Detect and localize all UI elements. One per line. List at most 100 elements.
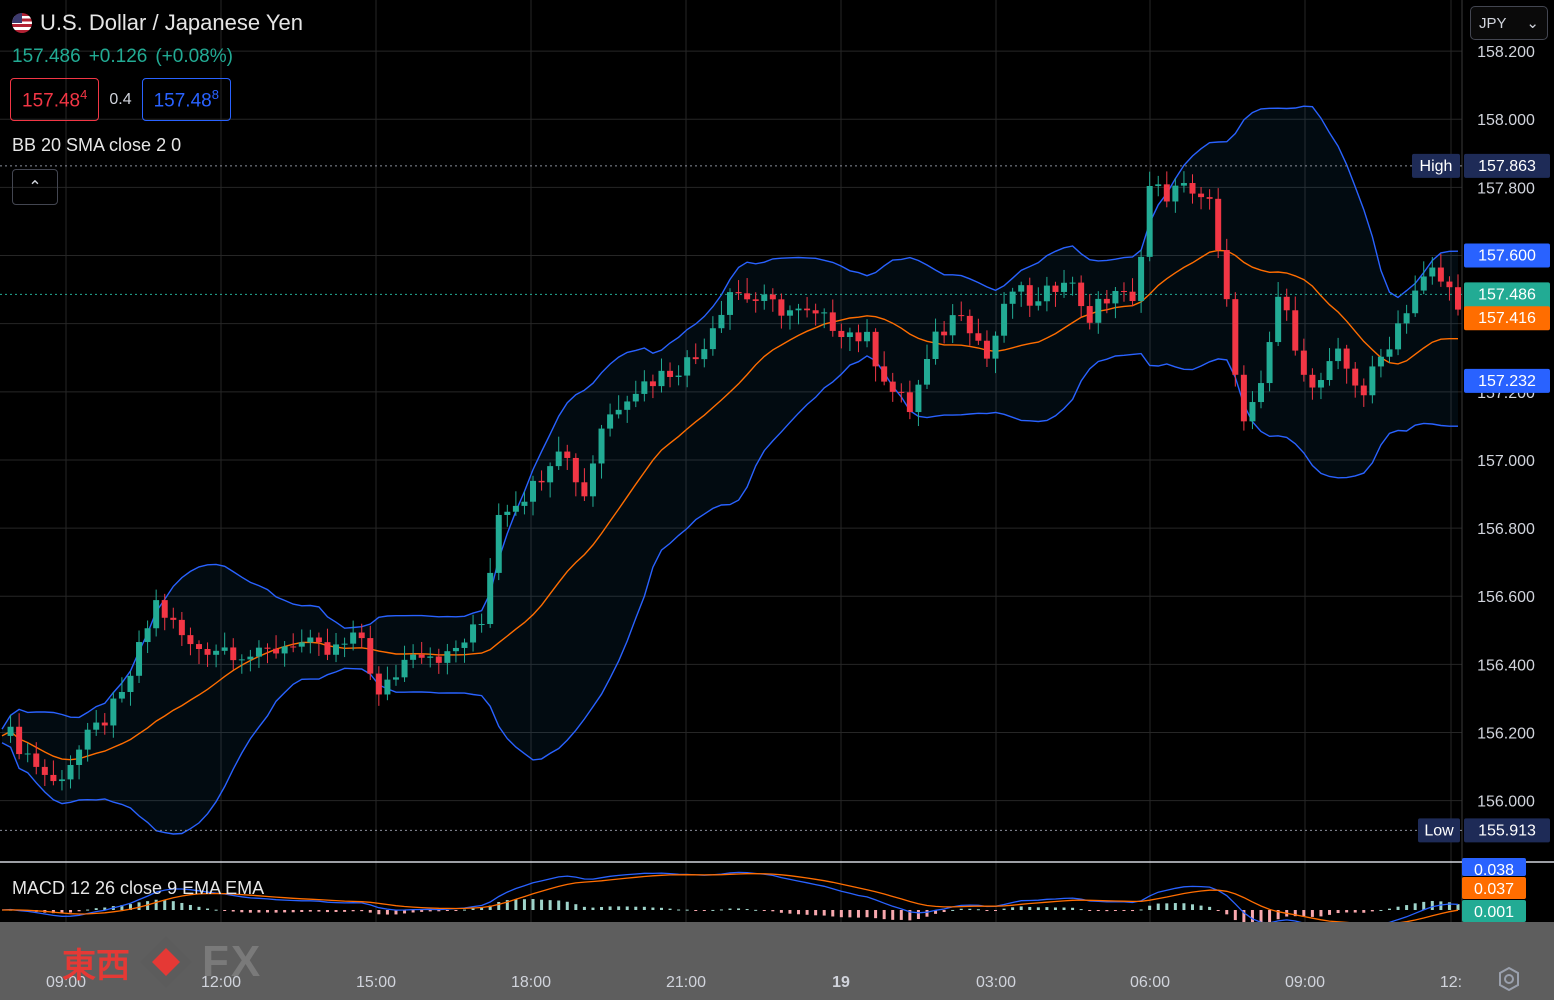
collapse-indicators-button[interactable]: ⌃ [12, 169, 58, 205]
candle-body [264, 647, 271, 649]
candle-body [923, 358, 930, 385]
macd-indicator-label[interactable]: MACD 12 26 close 9 EMA EMA [12, 878, 265, 898]
macd-histogram-bar [540, 899, 544, 910]
macd-histogram-bar [805, 910, 809, 915]
candle-body [161, 600, 168, 618]
candle-body [1326, 361, 1333, 381]
macd-histogram-bar [351, 910, 355, 912]
candle-body [281, 646, 288, 654]
candle-body [1369, 366, 1376, 396]
macd-histogram-bar [1079, 909, 1083, 911]
candle-body [615, 409, 622, 415]
candle-body [307, 637, 314, 643]
candle-body [195, 644, 202, 650]
candle-body [744, 293, 751, 300]
candle-body [1395, 323, 1402, 350]
macd-histogram-bar [831, 910, 835, 917]
candle-body [213, 650, 220, 655]
candle-body [1069, 282, 1076, 284]
candle-body [1112, 290, 1119, 304]
bb-lower-badge-bg [1464, 368, 1550, 393]
currency-select[interactable]: JPY ⌄ [1470, 6, 1548, 40]
macd-histogram-bar [291, 910, 295, 913]
candle-body [1249, 402, 1256, 422]
macd-histogram-bar [334, 910, 338, 912]
macd-histogram-bar [942, 910, 946, 913]
currency-value: JPY [1479, 14, 1507, 32]
candle-body [204, 649, 211, 655]
macd-histogram-bar [1156, 903, 1160, 910]
candle-body [624, 401, 631, 410]
candle-body [881, 366, 888, 382]
candle-body [127, 675, 134, 692]
candle-body [872, 331, 879, 367]
symbol-title: U.S. Dollar / Japanese Yen [40, 10, 303, 35]
bb-indicator-label[interactable]: BB 20 SMA close 2 0 [12, 135, 182, 155]
candle-body [16, 726, 23, 755]
macd-histogram-bar [274, 910, 278, 913]
macd-signal-line [1, 873, 1459, 925]
change-percent: (+0.08%) [155, 46, 233, 67]
macd-histogram-bar [103, 907, 107, 910]
candle-body [358, 632, 365, 639]
candle-body [247, 656, 254, 660]
macd-histogram-bar [368, 910, 372, 913]
candle-body [315, 637, 322, 643]
candle-body [7, 726, 14, 736]
macd-histogram-bar [128, 904, 132, 910]
settings-gear-icon[interactable] [1496, 966, 1522, 992]
macd-histogram-bar [69, 910, 73, 913]
high-price-badge-bg [1464, 153, 1550, 178]
macd-histogram-bar [814, 910, 818, 916]
macd-histogram-bar [1242, 910, 1246, 926]
candle-body [838, 330, 845, 338]
ask-pip: 8 [211, 87, 219, 102]
macd-histogram-bar [1011, 907, 1015, 910]
macd-histogram-bar [385, 910, 389, 915]
brand-logo: 東西 FX [62, 932, 262, 992]
candle-body [864, 331, 871, 342]
macd-histogram-bar [180, 902, 184, 910]
candle-body [1266, 342, 1273, 384]
candle-body [1386, 349, 1393, 357]
macd-histogram-bar [916, 910, 920, 920]
macd-histogram-bar [1456, 904, 1460, 910]
macd-histogram-badge-bg [1462, 900, 1526, 922]
us-flag-icon [12, 13, 32, 33]
macd-histogram-bar [1370, 910, 1374, 912]
time-tick-label: 06:00 [1130, 974, 1170, 991]
macd-histogram-bar [137, 902, 141, 910]
price-tick-label: 156.400 [1477, 657, 1535, 674]
macd-histogram-bar [420, 910, 424, 912]
macd-histogram-bar [874, 910, 878, 919]
candle-body [641, 381, 648, 394]
candle-body [538, 480, 545, 483]
high-tag-text: High [1420, 158, 1453, 175]
macd-histogram-bar [557, 900, 561, 910]
chevron-up-icon: ⌃ [28, 179, 42, 196]
time-axis: 09:00 12:00 15:00 18:00 21:00 19 03:00 06:00 09:… [0, 922, 1554, 1000]
candle-body [589, 463, 596, 497]
candle-body [341, 643, 348, 645]
sell-button[interactable]: 157.484 [10, 78, 100, 122]
macd-histogram-bar [1173, 903, 1177, 910]
candle-body [1292, 310, 1299, 351]
candle-body [41, 766, 48, 775]
macd-histogram-bar [1105, 910, 1109, 912]
candle-body [727, 292, 733, 315]
bb-fill [2, 106, 1458, 834]
candle-body [821, 312, 828, 314]
macd-pane [1, 871, 1460, 928]
time-tick-label: 09:00 [46, 974, 86, 991]
candle-body [427, 656, 434, 658]
candle-body [692, 357, 699, 360]
macd-histogram-bar [548, 900, 552, 910]
macd-histogram-bar [908, 910, 912, 921]
candle-body [547, 466, 554, 483]
candle-body [521, 501, 528, 506]
macd-histogram-bar [343, 910, 347, 912]
time-tick-label: 03:00 [976, 974, 1016, 991]
buy-button[interactable]: 157.488 [141, 78, 231, 122]
macd-histogram-bar [1413, 903, 1417, 910]
